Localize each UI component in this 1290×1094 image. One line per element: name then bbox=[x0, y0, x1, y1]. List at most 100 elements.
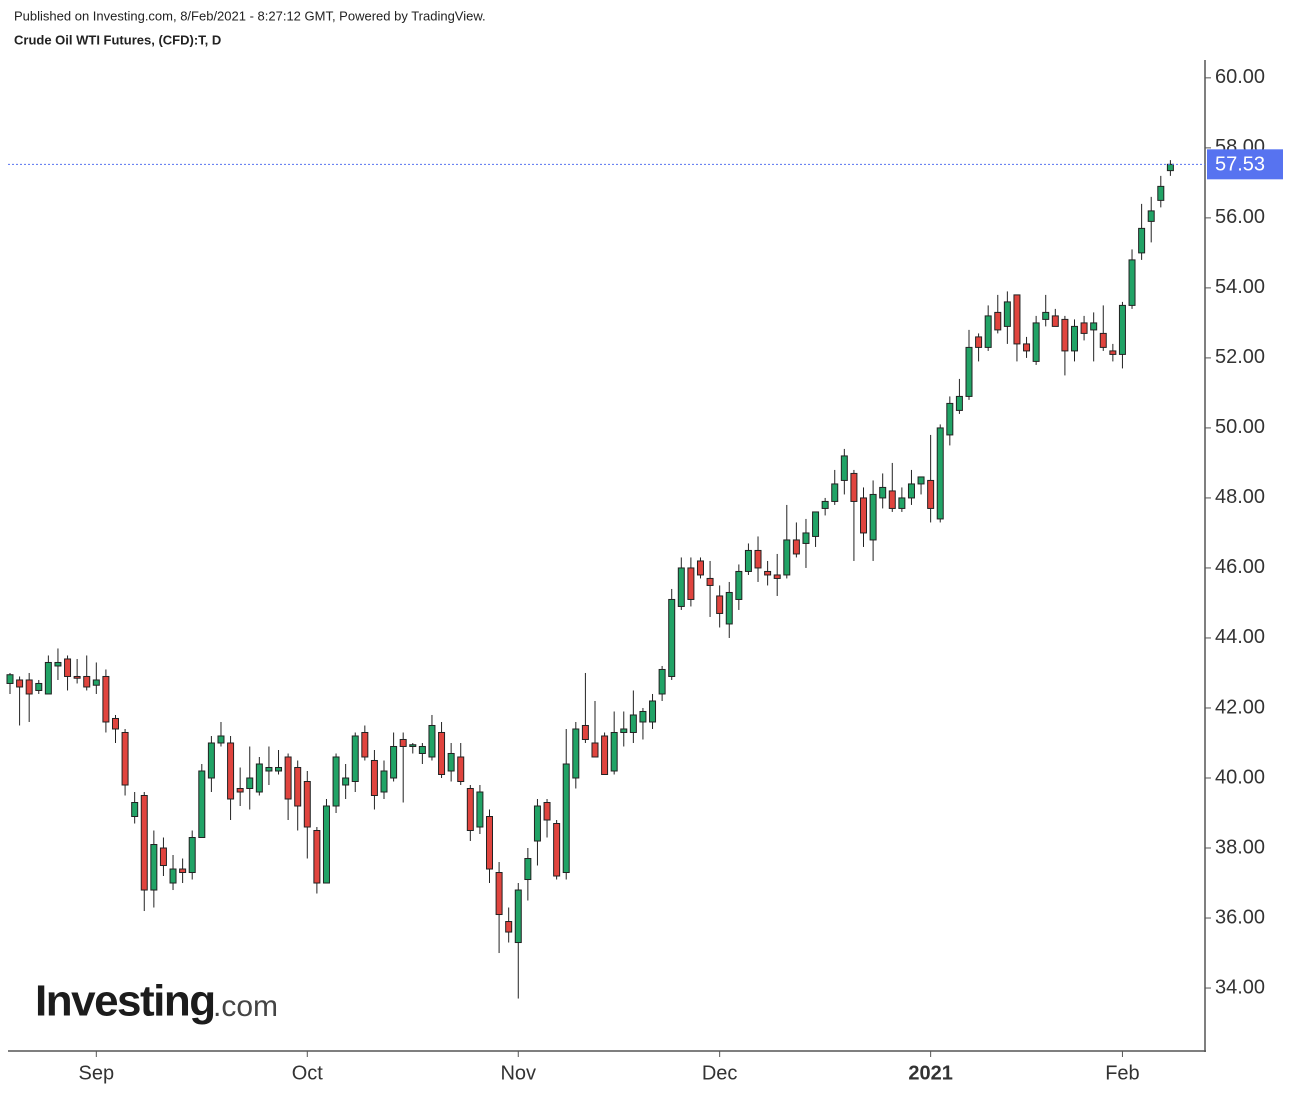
candle-body bbox=[620, 728, 628, 733]
candle-body bbox=[1138, 227, 1146, 254]
candle-body bbox=[601, 735, 609, 775]
candle-body bbox=[342, 777, 350, 786]
candle-body bbox=[284, 756, 292, 800]
candle-body bbox=[1061, 318, 1069, 352]
candle-body bbox=[64, 658, 72, 677]
candle-body bbox=[869, 493, 877, 541]
candle-body bbox=[610, 731, 618, 772]
candle-body bbox=[1099, 332, 1107, 348]
x-tick-label: Dec bbox=[702, 1062, 738, 1084]
candle-body bbox=[696, 560, 704, 576]
candle-body bbox=[380, 770, 388, 793]
candle-body bbox=[927, 479, 935, 509]
candle-body bbox=[840, 455, 848, 481]
published-note: Published on Investing.com, 8/Feb/2021 -… bbox=[14, 8, 486, 23]
candle-body bbox=[860, 497, 868, 534]
candle-body bbox=[486, 816, 493, 870]
candle-body bbox=[553, 823, 561, 877]
last-price-box bbox=[1207, 149, 1283, 180]
candle-body bbox=[217, 735, 225, 744]
x-tick-label: Oct bbox=[292, 1062, 324, 1084]
y-tick-label: 40.00 bbox=[1215, 766, 1265, 788]
y-tick-label: 44.00 bbox=[1215, 626, 1265, 648]
candle-body bbox=[1003, 301, 1011, 327]
candle-body bbox=[102, 675, 110, 723]
candle-body bbox=[802, 532, 810, 544]
candle-body bbox=[773, 574, 781, 579]
candle-body bbox=[562, 763, 570, 874]
candle-body bbox=[466, 787, 474, 832]
x-tick-label: Sep bbox=[79, 1062, 115, 1084]
candle-body bbox=[898, 497, 906, 509]
candle-body bbox=[888, 490, 896, 509]
candle-body bbox=[716, 595, 724, 614]
candle-body bbox=[725, 591, 733, 625]
last-price-label: 57.53 bbox=[1215, 154, 1265, 176]
y-tick-label: 60.00 bbox=[1215, 66, 1265, 88]
candle-body bbox=[687, 567, 695, 600]
candle-body bbox=[428, 724, 436, 758]
x-tick-label: Feb bbox=[1105, 1062, 1139, 1084]
candle-body bbox=[505, 921, 513, 933]
y-tick-label: 46.00 bbox=[1215, 556, 1265, 578]
candle-body bbox=[1080, 322, 1088, 334]
candle-body bbox=[792, 539, 800, 555]
candle-body bbox=[572, 728, 580, 779]
candle-body bbox=[275, 766, 283, 772]
candle-body bbox=[649, 700, 657, 723]
candle-body bbox=[677, 567, 685, 607]
y-tick-label: 48.00 bbox=[1215, 486, 1265, 508]
candle-body bbox=[322, 805, 330, 884]
candle-body bbox=[1128, 259, 1136, 306]
candle-body bbox=[236, 787, 244, 793]
candle-body bbox=[706, 577, 714, 586]
candle-body bbox=[390, 745, 398, 779]
candle-body bbox=[198, 770, 206, 839]
candle-body bbox=[188, 837, 196, 874]
candle-body bbox=[907, 483, 915, 499]
candle-body bbox=[361, 731, 369, 758]
candle-body bbox=[313, 830, 321, 884]
candle-body bbox=[92, 679, 100, 686]
candle-body bbox=[994, 311, 1002, 331]
candle-body bbox=[159, 847, 167, 867]
candle-body bbox=[44, 661, 52, 695]
candle-body bbox=[821, 500, 829, 509]
candle-body bbox=[25, 679, 33, 695]
candle-body bbox=[83, 675, 91, 688]
candle-body bbox=[1166, 163, 1174, 172]
candle-body bbox=[975, 336, 983, 348]
y-tick-label: 42.00 bbox=[1215, 696, 1265, 718]
candle-body bbox=[524, 858, 532, 881]
logo-suffix: .com bbox=[213, 990, 278, 1023]
candle-body bbox=[946, 402, 954, 436]
candle-body bbox=[1042, 311, 1050, 320]
candle-body bbox=[294, 766, 302, 807]
candle-body bbox=[303, 780, 311, 828]
candle-body bbox=[447, 752, 455, 772]
candle-body bbox=[1118, 304, 1126, 355]
candle-body bbox=[1013, 294, 1021, 345]
candle-body bbox=[1070, 325, 1078, 352]
candle-body bbox=[984, 315, 992, 348]
candle-body bbox=[409, 744, 417, 747]
candle-body bbox=[438, 731, 446, 775]
y-tick-label: 36.00 bbox=[1215, 906, 1265, 928]
candle-body bbox=[744, 549, 752, 572]
candle-body bbox=[246, 777, 254, 789]
candle-body bbox=[495, 872, 503, 916]
candle-body bbox=[533, 805, 541, 842]
candle-body bbox=[351, 735, 359, 782]
candle-body bbox=[658, 668, 666, 695]
candle-body bbox=[476, 791, 484, 828]
candle-body bbox=[150, 844, 158, 891]
candle-body bbox=[1090, 322, 1098, 331]
x-tick-label: 2021 bbox=[908, 1062, 953, 1084]
candle-body bbox=[783, 539, 791, 576]
candle-body bbox=[812, 511, 820, 537]
candle-body bbox=[140, 794, 148, 891]
y-tick-label: 38.00 bbox=[1215, 836, 1265, 858]
candle-body bbox=[131, 802, 139, 818]
